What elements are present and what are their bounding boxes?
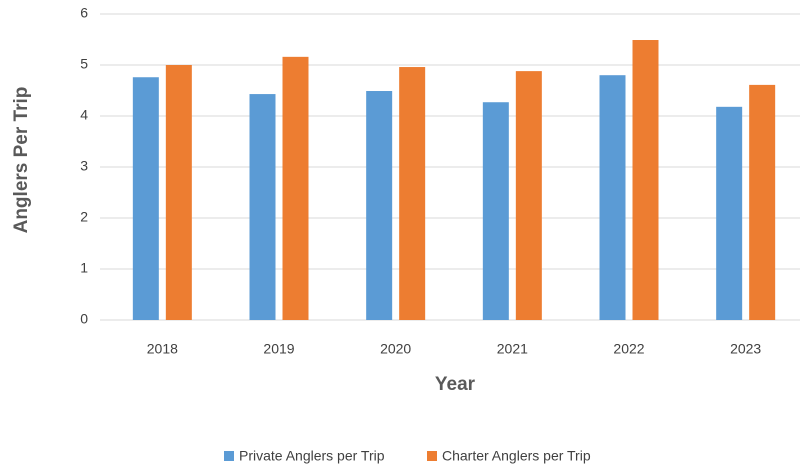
bar <box>165 65 192 320</box>
x-tick-label: 2020 <box>380 341 411 357</box>
y-tick-label: 1 <box>80 260 88 276</box>
x-axis-title: Year <box>435 374 476 395</box>
y-tick-label: 5 <box>80 56 88 72</box>
x-tick-label: 2022 <box>613 341 644 357</box>
y-tick-label: 0 <box>80 311 88 327</box>
y-tick-label: 2 <box>80 209 88 225</box>
legend-label: Private Anglers per Trip <box>239 448 385 464</box>
bar <box>366 91 393 320</box>
bar <box>599 75 626 320</box>
bar <box>249 94 276 320</box>
legend-swatch <box>427 451 437 461</box>
bar <box>282 56 309 321</box>
x-tick-label: 2021 <box>497 341 528 357</box>
x-tick-label: 2023 <box>730 341 761 357</box>
legend-swatch <box>224 451 234 461</box>
bar <box>632 40 659 320</box>
y-tick-label: 3 <box>80 158 88 174</box>
x-tick-label: 2019 <box>263 341 294 357</box>
y-axis-title: Anglers Per Trip <box>11 87 32 234</box>
legend-label: Charter Anglers per Trip <box>442 448 591 464</box>
bar <box>716 106 743 320</box>
bar <box>399 67 426 320</box>
y-tick-label: 4 <box>80 107 88 123</box>
bar <box>749 84 776 320</box>
bar <box>132 77 159 321</box>
bar <box>515 71 542 321</box>
x-tick-label: 2018 <box>147 341 178 357</box>
y-tick-label: 6 <box>80 5 88 21</box>
bar <box>482 102 509 320</box>
